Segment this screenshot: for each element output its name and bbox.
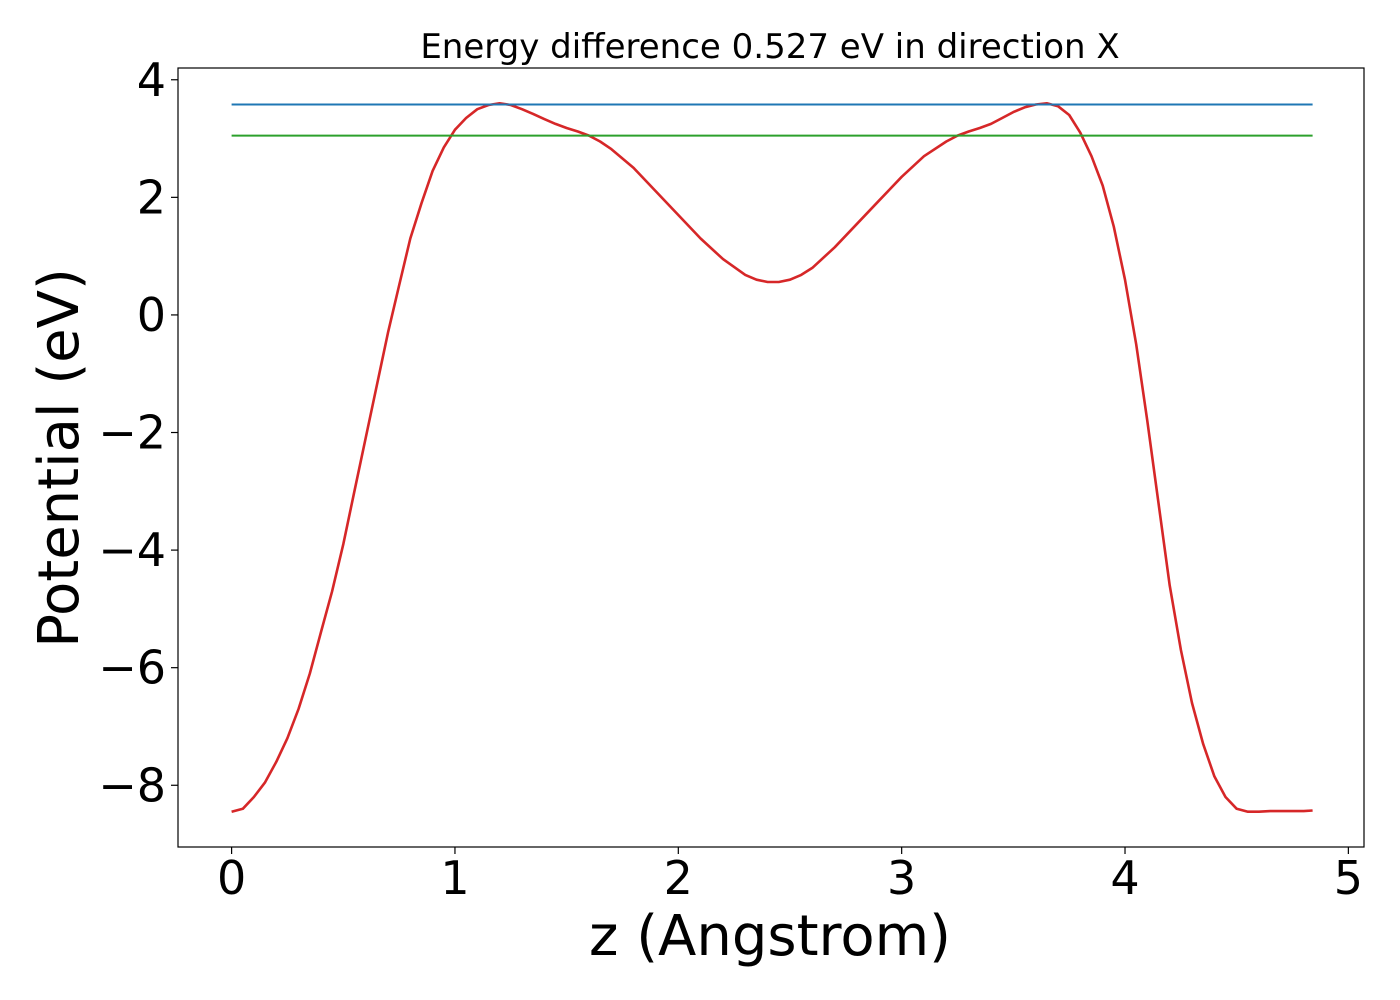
x-tick-label: 3 [887, 851, 916, 905]
y-axis-label: Potential (eV) [27, 268, 92, 648]
x-axis-ticks: 0 1 2 3 4 5 [217, 847, 1363, 905]
x-axis-label: z (Angstrom) [589, 904, 951, 969]
y-tick-label: 0 [137, 288, 166, 342]
y-tick-label: −6 [98, 641, 166, 695]
x-tick-label: 2 [664, 851, 693, 905]
y-tick-label: 4 [137, 53, 166, 107]
x-tick-label: 4 [1110, 851, 1139, 905]
y-axis-ticks: −8 −6 −4 −2 0 2 4 [98, 53, 178, 812]
x-tick-label: 1 [440, 851, 469, 905]
x-tick-label: 5 [1334, 851, 1363, 905]
x-tick-label: 0 [217, 851, 246, 905]
plot-lines [231, 102, 1313, 814]
y-tick-label: −2 [98, 406, 166, 460]
y-tick-label: −4 [98, 523, 166, 577]
y-tick-label: −8 [98, 758, 166, 812]
series-line-0 [231, 102, 1313, 814]
y-tick-label: 2 [137, 170, 166, 224]
plot-frame [177, 67, 1365, 848]
chart-title: Energy difference 0.527 eV in direction … [420, 27, 1119, 67]
